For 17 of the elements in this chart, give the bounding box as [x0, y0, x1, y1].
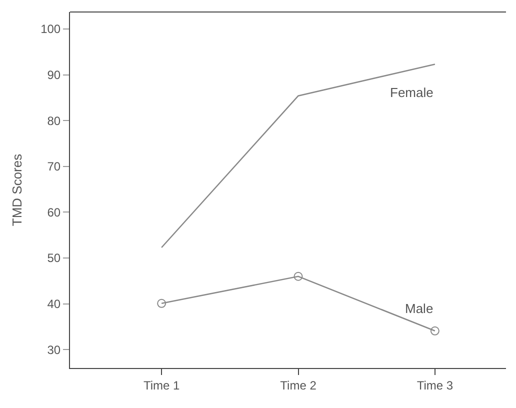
series-label: Male	[405, 301, 434, 316]
point	[157, 298, 166, 308]
y-tick-label: 40	[47, 297, 61, 312]
y-tick-label: 50	[47, 251, 61, 266]
x-tick-label: Time 1	[143, 378, 180, 392]
y-axis-title: TMD Scores	[10, 153, 25, 226]
y-tick-label: 100	[40, 22, 61, 36]
y-tick-label: 30	[47, 342, 61, 357]
y-tick-label: 80	[47, 114, 61, 128]
y-tick-label: 60	[47, 205, 61, 220]
y-tick-label: 70	[47, 160, 61, 174]
x-tick-label: Time 3	[416, 378, 454, 392]
point	[430, 326, 440, 336]
point	[294, 272, 303, 281]
y-tick-label: 90	[47, 68, 61, 82]
series-label: Female	[390, 85, 434, 100]
x-tick-label: Time 2	[280, 378, 317, 392]
